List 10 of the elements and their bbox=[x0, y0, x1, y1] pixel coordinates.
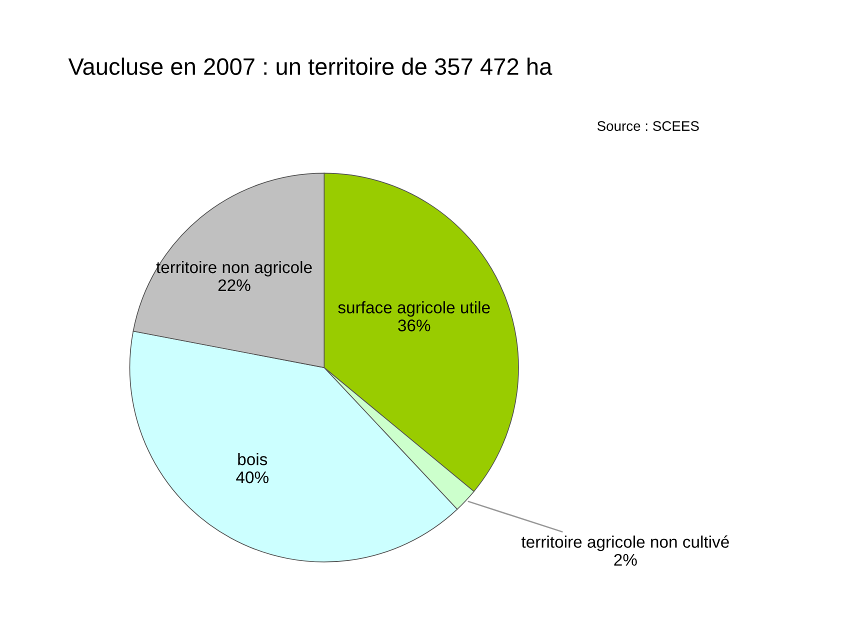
slice-label: territoire non agricole bbox=[156, 260, 312, 276]
slice-label: territoire agricole non cultivé bbox=[521, 535, 729, 552]
data-label: 22% bbox=[218, 279, 250, 292]
slice-label: bois bbox=[238, 453, 268, 466]
data-label: 40% bbox=[236, 471, 268, 484]
slice-label: surface agricole utile bbox=[338, 301, 490, 317]
source-note: Source : SCEES bbox=[597, 121, 699, 131]
data-label: 36% bbox=[398, 320, 430, 332]
data-label: 2% bbox=[614, 554, 637, 566]
chart-title: Vaucluse en 2007 : un territoire de 357 472 ha bbox=[68, 58, 552, 75]
